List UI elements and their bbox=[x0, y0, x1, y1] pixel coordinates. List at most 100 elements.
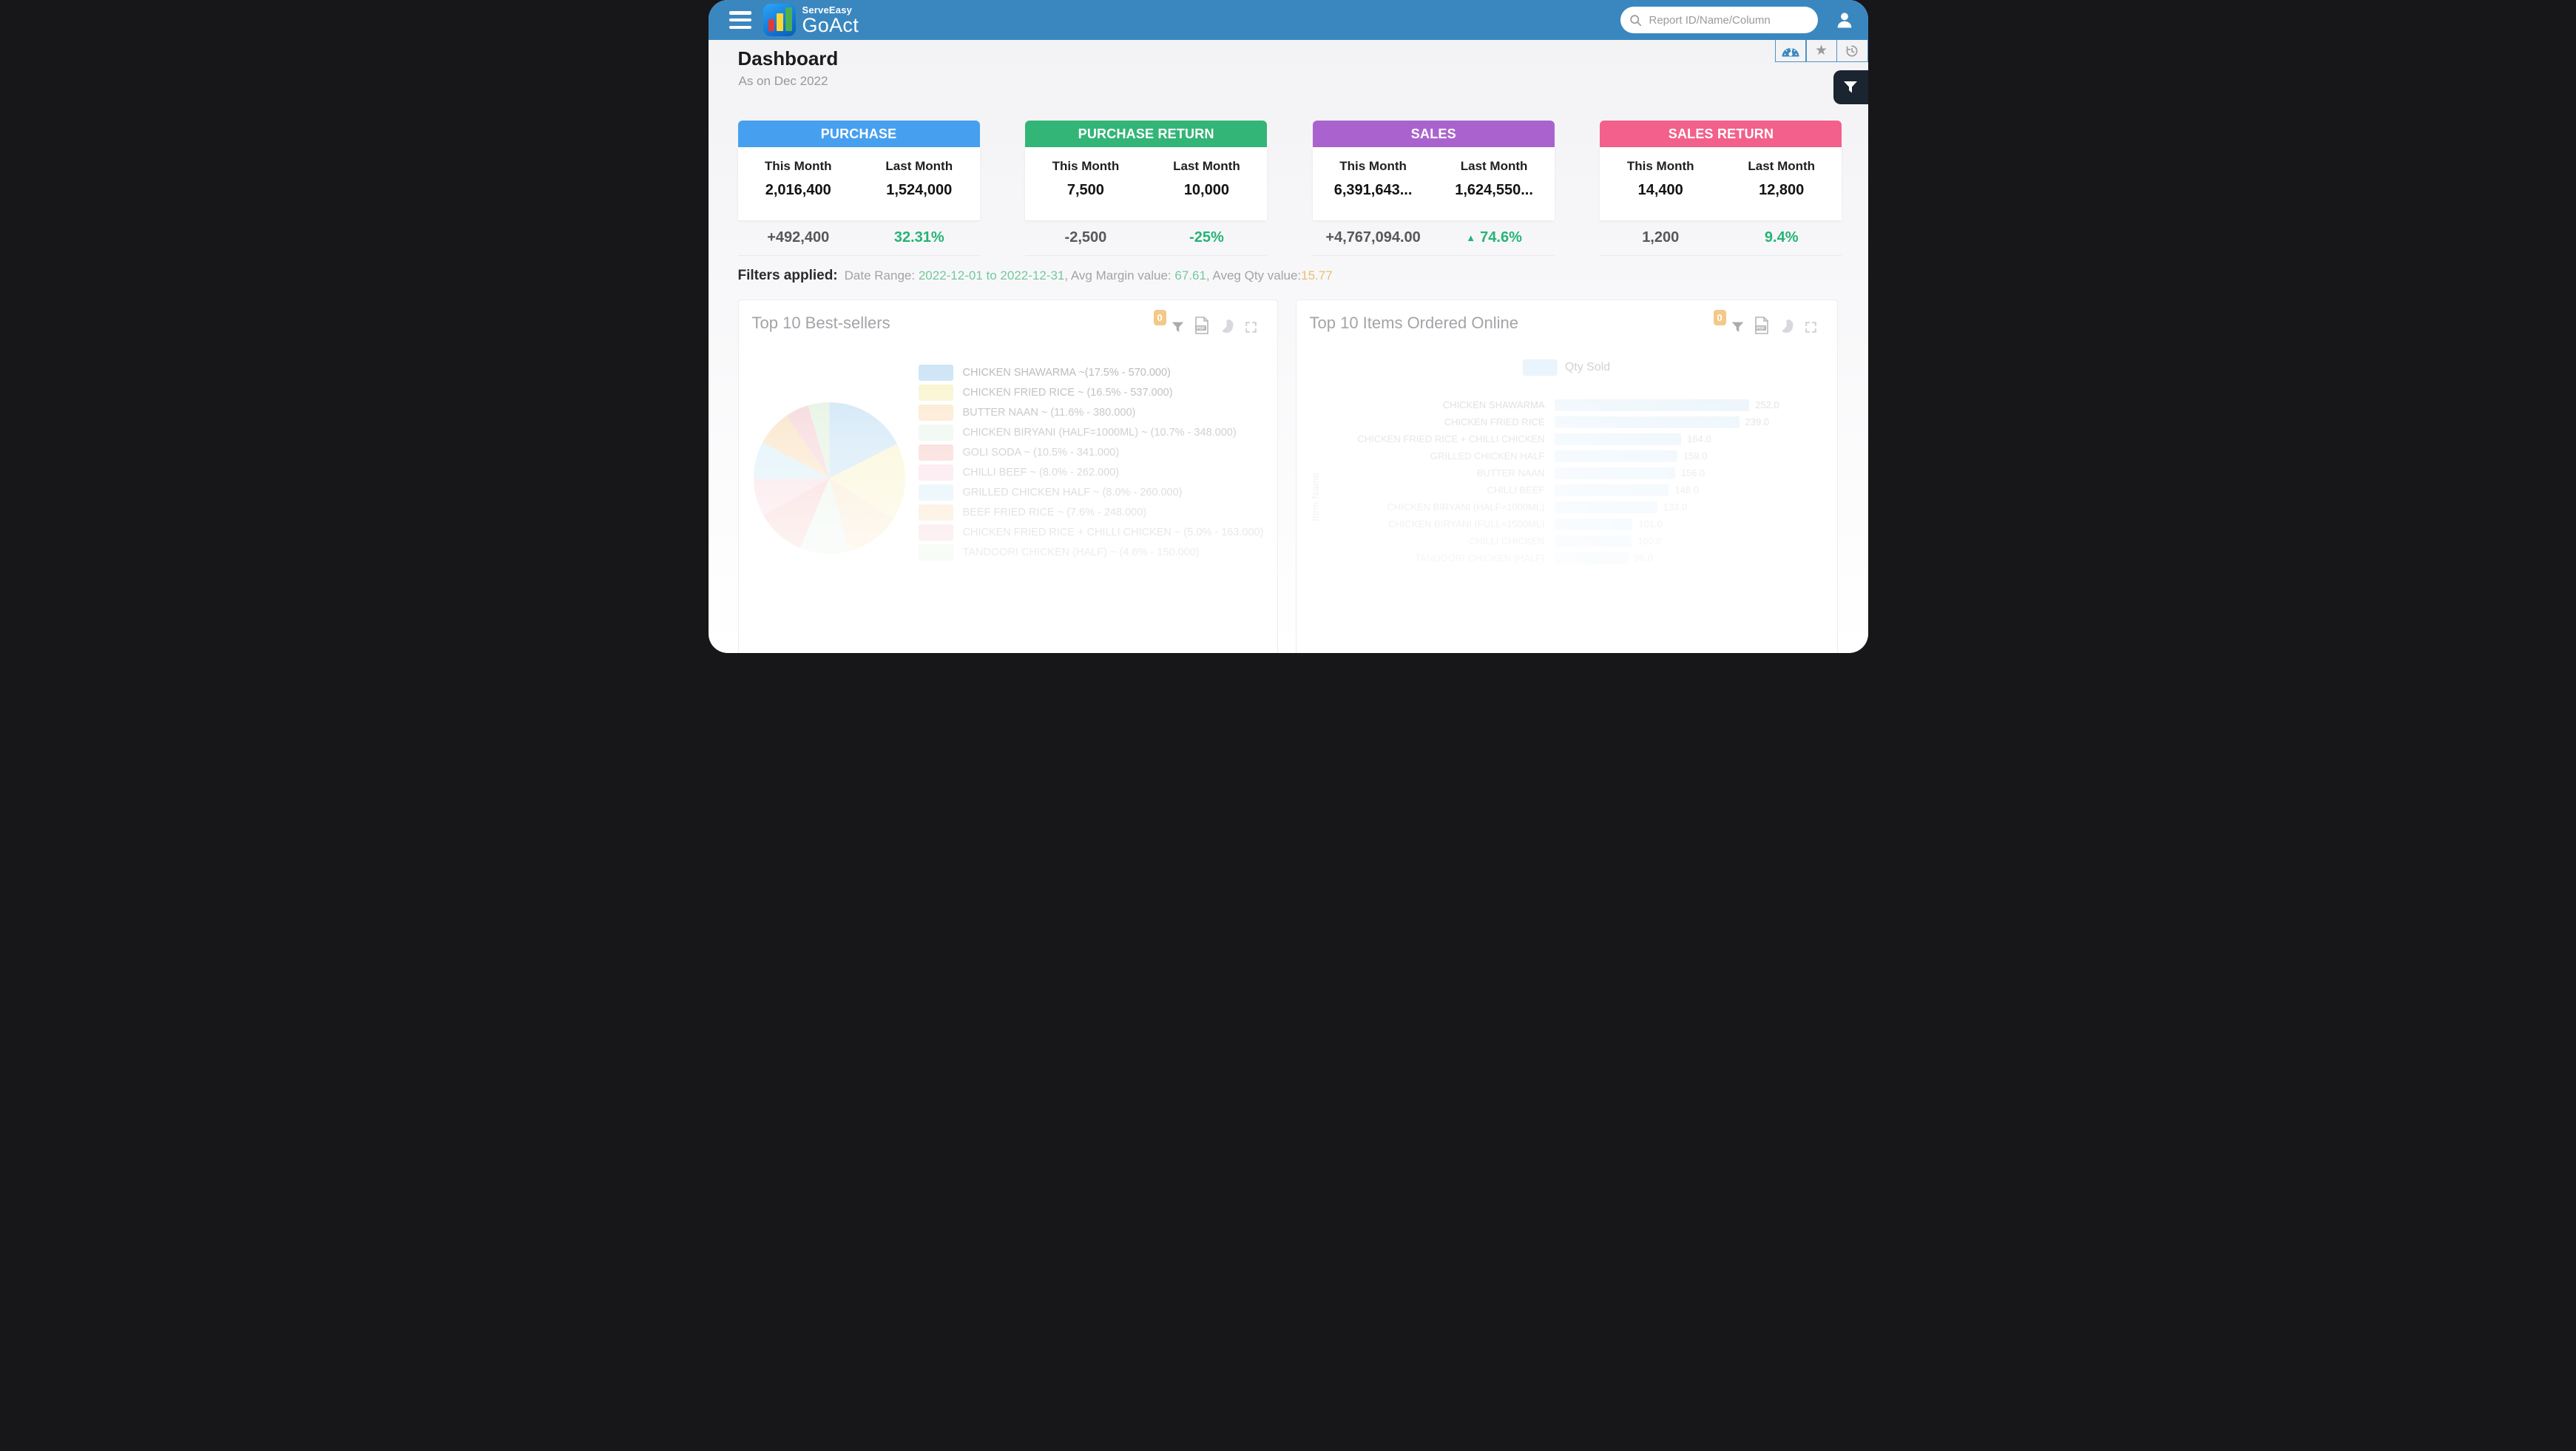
panel-title: Top 10 Best-sellers bbox=[751, 314, 890, 332]
bar-category-label: CHICKEN FRIED RICE + CHILLI CHICKEN bbox=[1357, 433, 1545, 444]
legend-item: CHICKEN FRIED RICE + CHILLI CHICKEN ~ (5… bbox=[918, 522, 1263, 542]
legend-item: GOLI SODA ~ (10.5% - 341.000) bbox=[918, 442, 1264, 462]
legend-item: CHICKEN BIRYANI (HALF=1000ML) ~ (10.7% -… bbox=[918, 422, 1264, 442]
legend-swatch bbox=[918, 524, 953, 541]
funnel-icon[interactable] bbox=[1731, 320, 1745, 334]
bar-row: TANDOORI CHICKEN (HALF) 96.0 bbox=[1297, 549, 1837, 566]
bar bbox=[1554, 484, 1669, 496]
bar-row: GRILLED CHICKEN HALF 159.0 bbox=[1297, 447, 1837, 464]
legend-label: BEEF FRIED RICE ~ (7.6% - 248.000) bbox=[962, 506, 1147, 518]
legend-swatch bbox=[918, 504, 953, 521]
bar-category-label: CHICKEN BIRYANI (FULL=1500ML) bbox=[1387, 518, 1545, 530]
kpi-percent: -25% bbox=[1189, 229, 1224, 246]
bar bbox=[1554, 416, 1740, 428]
kpi-this-month: 6,391,643... bbox=[1333, 182, 1413, 198]
quick-icon-row: ★ bbox=[1774, 40, 1868, 62]
bar-row: CHILLI CHICKEN 100.0 bbox=[1297, 532, 1837, 549]
kpi-this-month: 7,500 bbox=[1066, 182, 1104, 198]
kpi-title: PURCHASE bbox=[737, 121, 980, 147]
expand-icon[interactable] bbox=[1244, 320, 1258, 334]
kpi-last-month: 1,524,000 bbox=[886, 182, 953, 198]
bar-legend-swatch bbox=[1522, 359, 1558, 376]
bar bbox=[1554, 399, 1750, 411]
svg-text:PDF: PDF bbox=[1197, 326, 1206, 331]
legend-swatch bbox=[918, 444, 953, 461]
search-input[interactable] bbox=[1647, 13, 1809, 27]
user-icon[interactable] bbox=[1834, 10, 1855, 30]
bar-category-label: CHICKEN SHAWARMA bbox=[1442, 399, 1545, 410]
bar-value-label: 252.0 bbox=[1755, 399, 1779, 410]
legend-swatch bbox=[918, 544, 953, 561]
pdf-export-icon[interactable]: PDF bbox=[1754, 316, 1769, 334]
legend-label: GOLI SODA ~ (10.5% - 341.000) bbox=[962, 446, 1120, 459]
kpi-last-month: 1,624,550... bbox=[1455, 182, 1533, 198]
history-icon[interactable] bbox=[1836, 40, 1868, 62]
bar-value-label: 148.0 bbox=[1674, 484, 1699, 495]
kpi-this-month: 2,016,400 bbox=[765, 182, 831, 198]
bar-category-label: CHILLI BEEF bbox=[1487, 484, 1545, 495]
kpi-col-label: This Month bbox=[764, 159, 832, 173]
brand-logo bbox=[763, 4, 796, 36]
kpi-card: SALES This Month 6,391,643... Last Month 1… bbox=[1312, 121, 1555, 256]
filters-applied-line: Filters applied: Date Range: 2022-12-01 … bbox=[738, 268, 1333, 284]
bar-value-label: 133.0 bbox=[1663, 501, 1688, 513]
kpi-row: PURCHASE This Month 2,016,400 Last Month 1… bbox=[737, 121, 1842, 256]
pie-toggle-icon[interactable] bbox=[1219, 319, 1234, 334]
filters-segments: Date Range: 2022-12-01 to 2022-12-31, Av… bbox=[845, 268, 1333, 283]
bar bbox=[1554, 518, 1633, 530]
kpi-delta: +4,767,094.00 bbox=[1325, 229, 1421, 246]
bar bbox=[1554, 450, 1677, 462]
bar-value-label: 164.0 bbox=[1687, 433, 1711, 444]
legend-swatch bbox=[918, 424, 953, 441]
menu-icon[interactable] bbox=[728, 11, 751, 29]
kpi-col-label: This Month bbox=[1626, 159, 1694, 173]
bar-row: CHICKEN FRIED RICE + CHILLI CHICKEN 164.0 bbox=[1297, 430, 1837, 447]
legend-label: CHILLI BEEF ~ (8.0% - 262.000) bbox=[962, 466, 1120, 478]
legend-item: CHICKEN FRIED RICE ~ (16.5% - 537.000) bbox=[918, 382, 1264, 402]
top-bar: ServeEasy GoAct bbox=[708, 0, 1868, 40]
filter-segment: Date Range: bbox=[844, 268, 919, 283]
filter-icon[interactable] bbox=[1833, 70, 1868, 104]
legend-label: TANDOORI CHICKEN (HALF) ~ (4.6% - 150.00… bbox=[962, 546, 1200, 558]
bar-category-label: CHILLI CHICKEN bbox=[1468, 535, 1545, 547]
page-subtitle: As on Dec 2022 bbox=[738, 74, 828, 88]
bar-value-label: 96.0 bbox=[1634, 552, 1654, 564]
bar-row: CHILLI BEEF 148.0 bbox=[1297, 481, 1837, 498]
kpi-delta: 1,200 bbox=[1642, 229, 1680, 246]
pie-chart bbox=[753, 402, 905, 554]
legend-swatch bbox=[918, 384, 953, 401]
bar bbox=[1554, 552, 1629, 564]
bar-rows: CHICKEN SHAWARMA 252.0 CHICKEN FRIED RICE 2… bbox=[1297, 396, 1837, 566]
search-icon bbox=[1629, 14, 1642, 27]
expand-icon[interactable] bbox=[1804, 320, 1818, 334]
panel-items-ordered-online: Top 10 Items Ordered Online 0 PDF bbox=[1295, 300, 1838, 653]
bar-category-label: CHICKEN BIRYANI (HALF=1000ML) bbox=[1387, 501, 1545, 513]
kpi-col-label: This Month bbox=[1339, 159, 1407, 173]
legend-item: CHICKEN SHAWARMA ~(17.5% - 570.000) bbox=[918, 362, 1264, 382]
legend-item: TANDOORI CHICKEN (HALF) ~ (4.6% - 150.00… bbox=[918, 542, 1264, 562]
funnel-icon[interactable] bbox=[1171, 320, 1185, 334]
kpi-col-label: Last Month bbox=[1460, 159, 1528, 173]
kpi-title: SALES bbox=[1312, 121, 1555, 147]
bar-value-label: 239.0 bbox=[1745, 416, 1770, 427]
filter-count-badge: 0 bbox=[1713, 309, 1726, 325]
bar-category-label: BUTTER NAAN bbox=[1476, 467, 1545, 478]
filter-count-badge: 0 bbox=[1153, 309, 1166, 325]
legend-label: CHICKEN SHAWARMA ~(17.5% - 570.000) bbox=[962, 366, 1171, 379]
kpi-col-label: Last Month bbox=[885, 159, 953, 173]
pdf-export-icon[interactable]: PDF bbox=[1194, 316, 1209, 334]
filters-label: Filters applied: bbox=[737, 268, 838, 283]
bar-row: BUTTER NAAN 156.0 bbox=[1297, 464, 1837, 481]
bar-row: CHICKEN SHAWARMA 252.0 bbox=[1297, 396, 1837, 413]
bar bbox=[1554, 501, 1657, 513]
bar-category-label: CHICKEN FRIED RICE bbox=[1444, 416, 1545, 427]
panel-best-sellers: Top 10 Best-sellers 0 PDF CHICKEN SHAWAR bbox=[737, 300, 1278, 653]
gauge-icon[interactable] bbox=[1774, 40, 1807, 62]
filter-segment: 67.61 bbox=[1174, 268, 1206, 283]
pie-toggle-icon[interactable] bbox=[1779, 319, 1794, 334]
search-box[interactable] bbox=[1620, 7, 1818, 33]
bar-category-label: GRILLED CHICKEN HALF bbox=[1430, 450, 1545, 461]
filter-segment: 2022-12-01 to 2022-12-31 bbox=[918, 268, 1065, 283]
legend-label: CHICKEN FRIED RICE ~ (16.5% - 537.000) bbox=[962, 386, 1173, 399]
star-icon[interactable]: ★ bbox=[1805, 40, 1837, 62]
